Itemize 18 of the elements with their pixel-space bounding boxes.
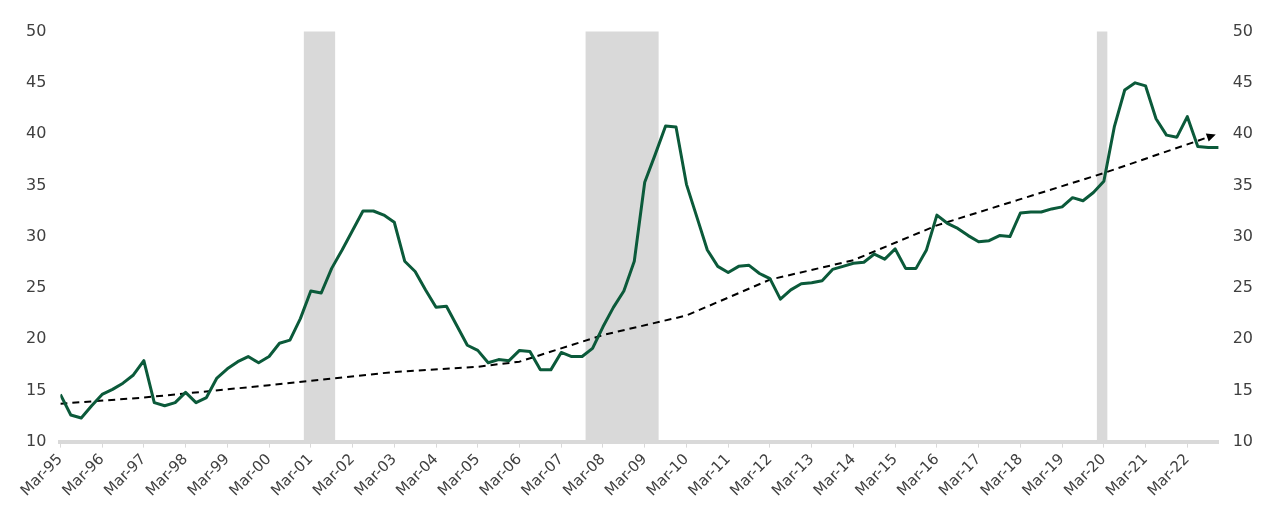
y2-tick-label: 15 xyxy=(1232,379,1253,399)
y2-tick-label: 20 xyxy=(1232,328,1253,348)
y-tick-label: 20 xyxy=(26,328,47,348)
y2-tick-label: 30 xyxy=(1232,225,1253,245)
y2-tick-label: 10 xyxy=(1232,430,1253,450)
y-tick-label: 50 xyxy=(26,20,47,40)
y-tick-label: 10 xyxy=(26,430,47,450)
y-tick-label: 45 xyxy=(26,72,47,92)
y-tick-label: 25 xyxy=(26,277,47,297)
y-tick-label: 15 xyxy=(26,379,47,399)
y-tick-label: 40 xyxy=(26,123,47,143)
y2-tick-label: 40 xyxy=(1232,123,1253,143)
y2-tick-label: 45 xyxy=(1232,72,1253,92)
y-tick-label: 30 xyxy=(26,225,47,245)
y2-tick-label: 35 xyxy=(1232,174,1253,194)
y2-tick-label: 25 xyxy=(1232,277,1253,297)
y-tick-label: 35 xyxy=(26,174,47,194)
y2-tick-label: 50 xyxy=(1232,20,1253,40)
